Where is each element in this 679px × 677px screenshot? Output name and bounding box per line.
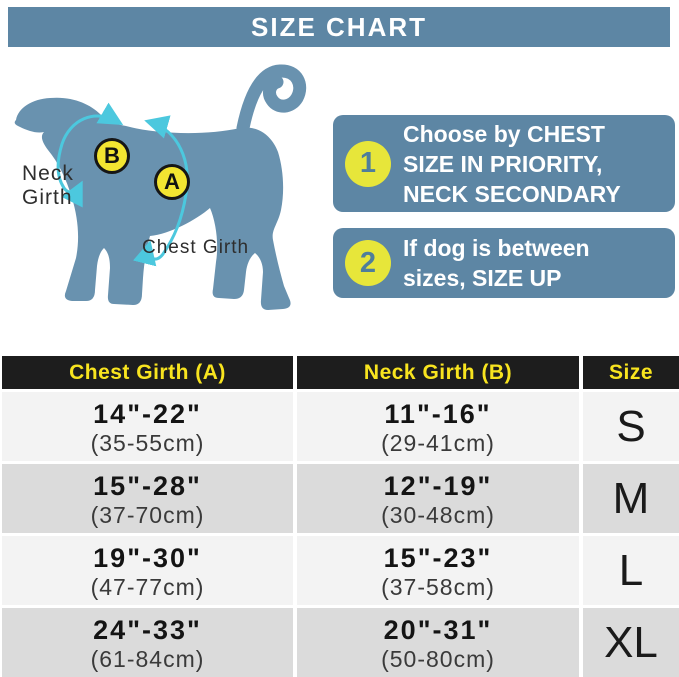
chest-inches-l: 19"-30"	[93, 542, 202, 573]
chest-girth-arrow	[133, 115, 189, 267]
column-header-size: Size	[583, 356, 679, 389]
table-row: 12"-19" (30-48cm)	[297, 464, 579, 533]
neck-cm-xl: (50-80cm)	[381, 645, 495, 672]
page-title: SIZE CHART	[251, 11, 427, 42]
size-label-xl: XL	[604, 617, 658, 667]
chest-cm-m: (37-70cm)	[90, 501, 205, 528]
table-row: L	[583, 536, 679, 605]
chest-inches-xl: 24"-33"	[93, 614, 202, 645]
table-row: S	[583, 392, 679, 461]
table-row: 19"-30" (47-77cm)	[2, 536, 293, 605]
chest-inches-m: 15"-28"	[93, 470, 202, 501]
chest-cm-s: (35-55cm)	[90, 429, 205, 456]
chest-cm-l: (47-77cm)	[90, 573, 205, 600]
chest-cm-xl: (61-84cm)	[90, 645, 205, 672]
neck-cm-m: (30-48cm)	[381, 501, 495, 528]
neck-girth-label: Neck Girth	[22, 162, 74, 209]
dog-silhouette-graphic	[14, 64, 307, 310]
chest-inches-s: 14"-22"	[93, 398, 202, 429]
neck-inches-s: 11"-16"	[384, 398, 492, 429]
neck-cm-s: (29-41cm)	[381, 429, 495, 456]
title-bar: SIZE CHART	[8, 7, 670, 47]
size-label-m: M	[612, 473, 650, 523]
table-row: 14"-22" (35-55cm)	[2, 392, 293, 461]
table-row: 15"-23" (37-58cm)	[297, 536, 579, 605]
instruction-box-2: 2 If dog is between sizes, SIZE UP	[333, 228, 675, 298]
instruction-1-text: Choose by CHEST SIZE IN PRIORITY, NECK S…	[403, 120, 621, 207]
instruction-box-1: 1 Choose by CHEST SIZE IN PRIORITY, NECK…	[333, 115, 675, 212]
chest-marker-a: A	[154, 164, 190, 200]
instruction-1-badge: 1	[345, 140, 391, 187]
size-label-l: L	[618, 545, 644, 595]
size-label-s: S	[616, 401, 646, 451]
size-table: Chest Girth (A) Neck Girth (B) Size 14"-…	[2, 356, 679, 677]
chest-girth-label: Chest Girth	[142, 237, 250, 258]
table-row: 15"-28" (37-70cm)	[2, 464, 293, 533]
dog-measurement-diagram: B A Neck Girth Chest Girth	[0, 58, 335, 354]
instruction-2-badge: 2	[345, 240, 391, 286]
column-header-neck: Neck Girth (B)	[297, 356, 579, 389]
neck-inches-l: 15"-23"	[383, 542, 493, 573]
marker-b-letter: B	[104, 143, 120, 168]
instruction-2-text: If dog is between sizes, SIZE UP	[403, 235, 590, 291]
table-row: M	[583, 464, 679, 533]
neck-girth-arrow	[56, 102, 124, 208]
table-row: 20"-31" (50-80cm)	[297, 608, 579, 677]
table-row: 24"-33" (61-84cm)	[2, 608, 293, 677]
neck-inches-m: 12"-19"	[383, 470, 493, 501]
neck-cm-l: (37-58cm)	[381, 573, 495, 600]
neck-inches-xl: 20"-31"	[383, 614, 493, 645]
marker-a-letter: A	[164, 169, 180, 194]
table-row: XL	[583, 608, 679, 677]
column-header-chest: Chest Girth (A)	[2, 356, 293, 389]
neck-marker-b: B	[94, 138, 130, 174]
dog-tail	[236, 64, 307, 135]
table-row: 11"-16" (29-41cm)	[297, 392, 579, 461]
